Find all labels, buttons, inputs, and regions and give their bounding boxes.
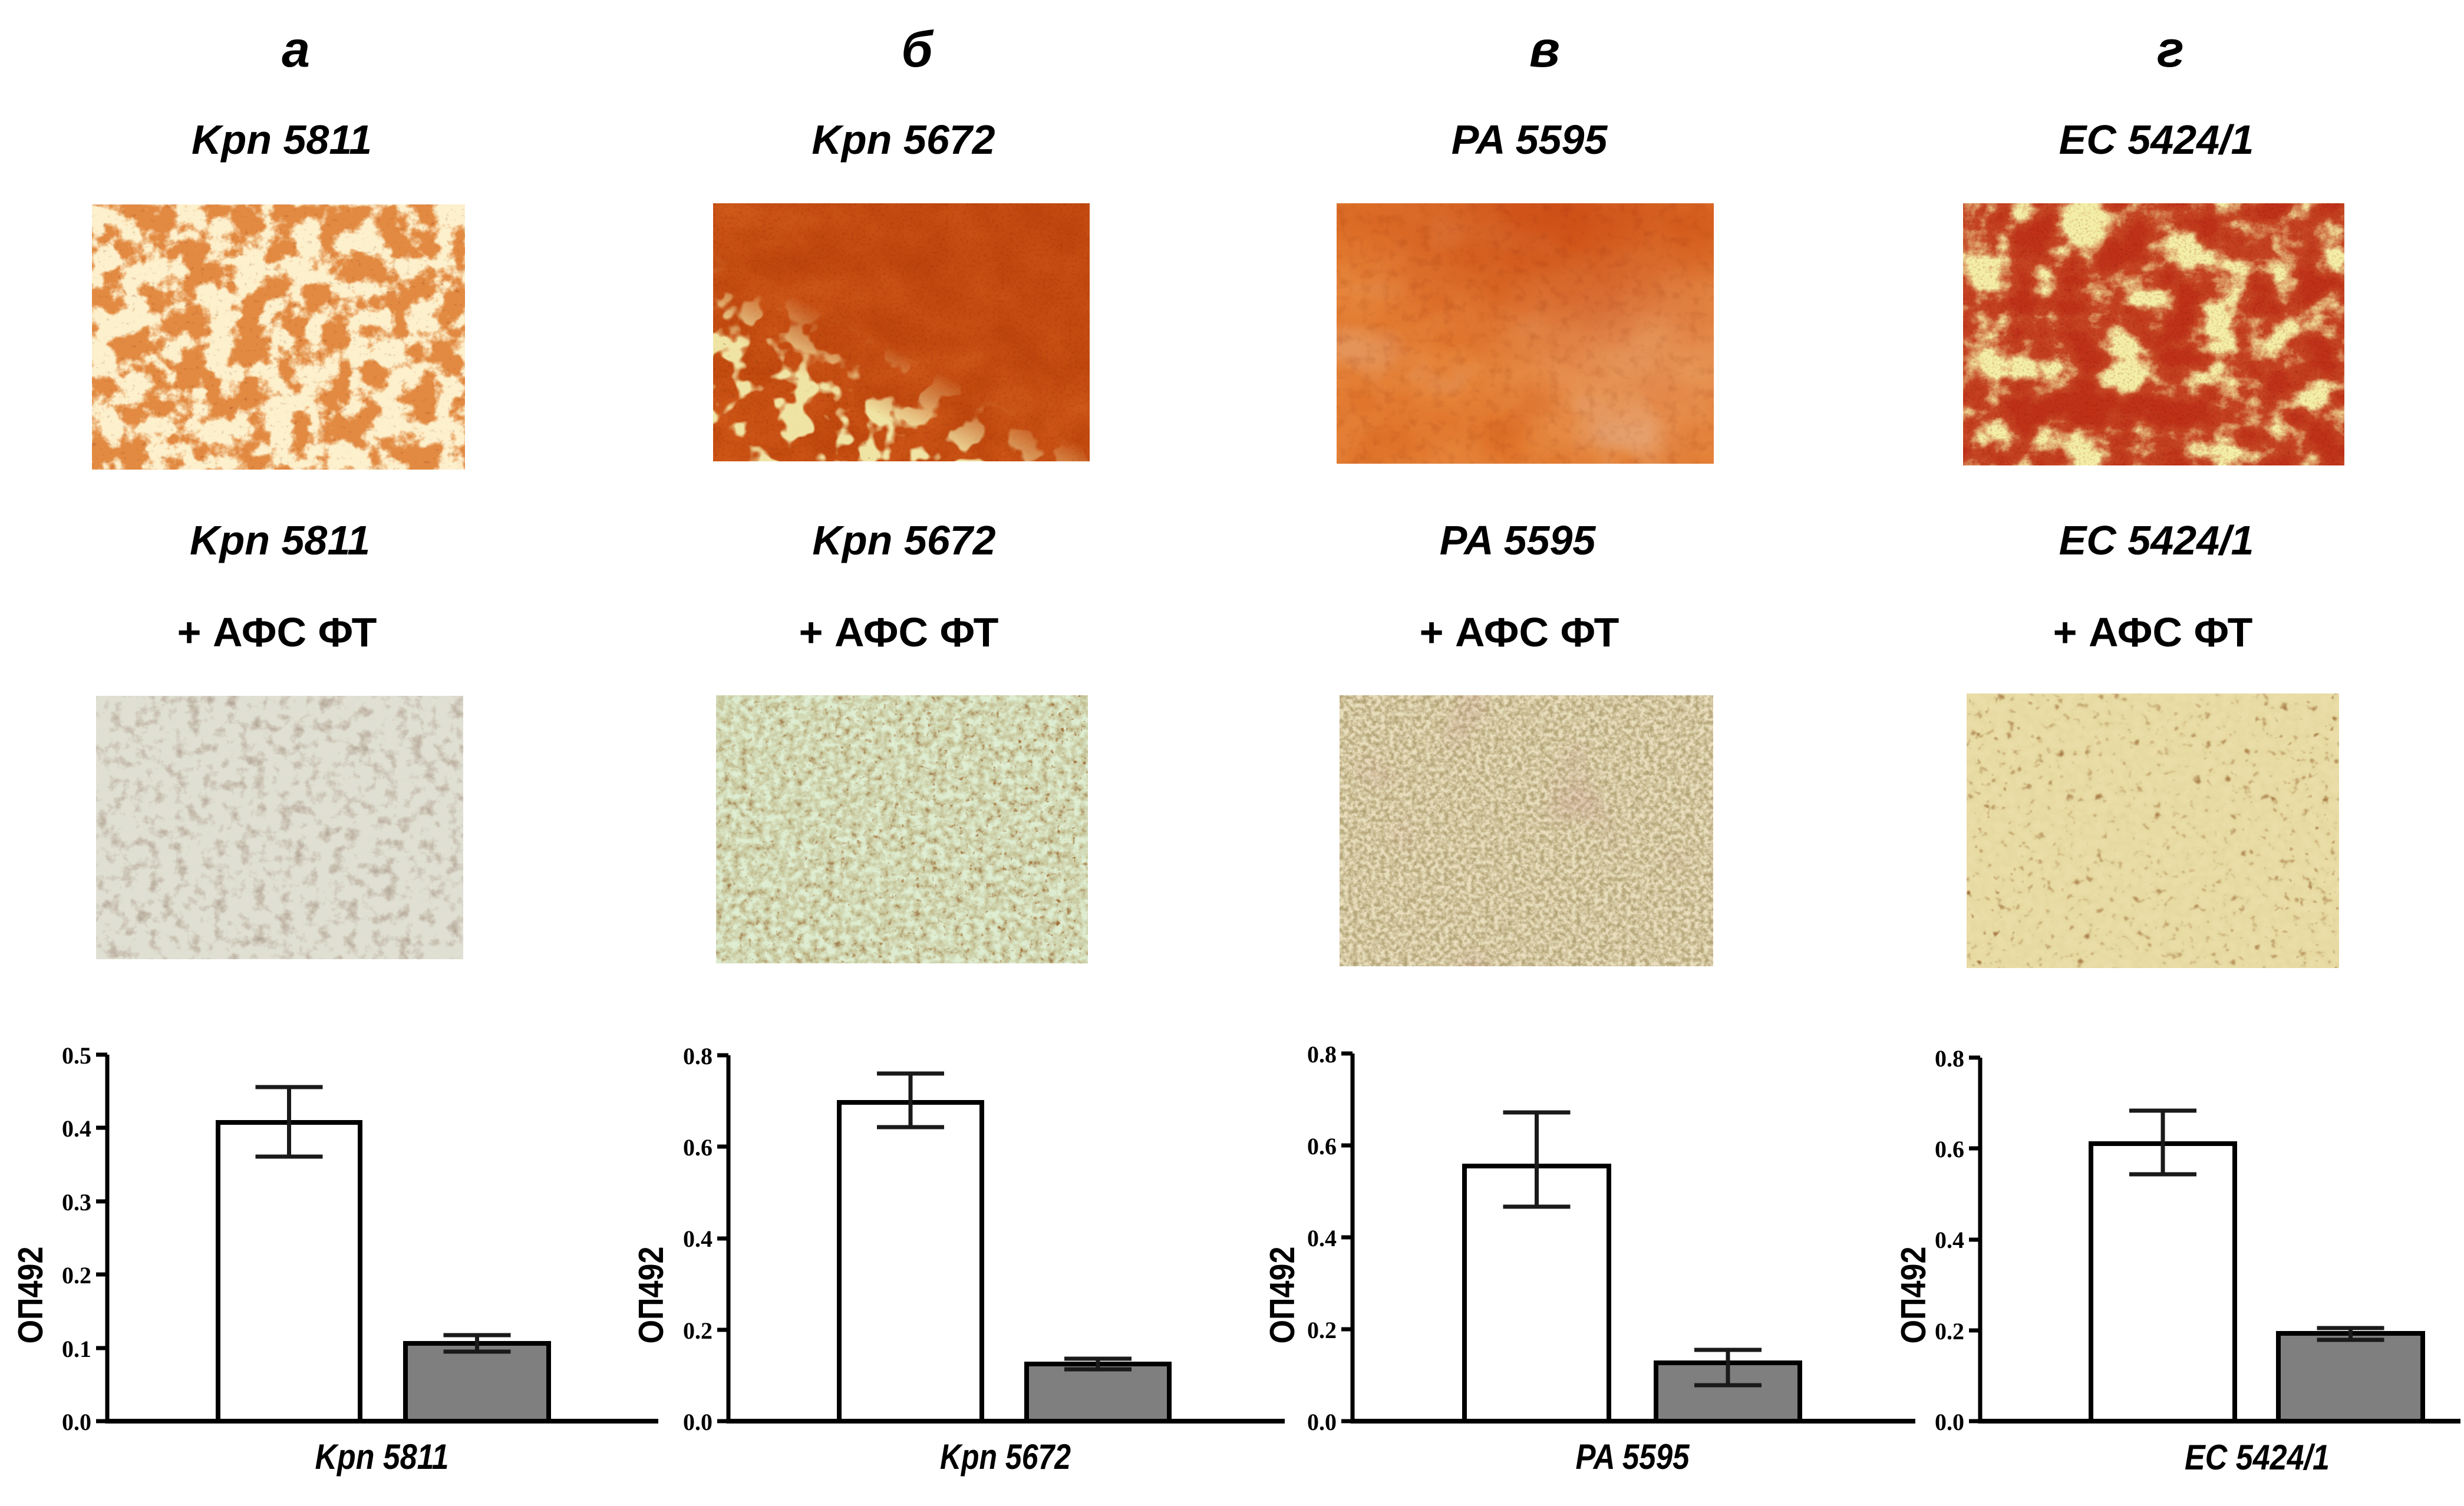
svg-text:0.6: 0.6	[683, 1134, 713, 1161]
svg-text:0.8: 0.8	[1935, 1045, 1964, 1072]
svg-text:0.8: 0.8	[1307, 1041, 1337, 1068]
svg-text:Kpn 5811: Kpn 5811	[315, 1437, 449, 1477]
svg-text:0.4: 0.4	[683, 1226, 713, 1252]
svg-text:0.2: 0.2	[683, 1317, 713, 1344]
svg-text:0.2: 0.2	[1307, 1317, 1337, 1343]
svg-text:0.6: 0.6	[1307, 1133, 1337, 1160]
svg-text:Kpn 5672: Kpn 5672	[940, 1437, 1071, 1477]
svg-text:0.2: 0.2	[1935, 1318, 1964, 1345]
svg-text:EC 5424/1: EC 5424/1	[2185, 1438, 2330, 1477]
svg-text:0.4: 0.4	[1307, 1225, 1337, 1251]
svg-text:ОП492: ОП492	[1894, 1247, 1933, 1344]
svg-text:0.4: 0.4	[1935, 1227, 1964, 1253]
svg-text:0.2: 0.2	[62, 1262, 91, 1289]
svg-text:0.4: 0.4	[62, 1115, 91, 1142]
svg-text:ОП492: ОП492	[632, 1247, 671, 1344]
svg-text:0.8: 0.8	[683, 1043, 713, 1069]
svg-text:0.5: 0.5	[62, 1042, 91, 1069]
svg-text:0.0: 0.0	[683, 1409, 713, 1435]
svg-text:0.0: 0.0	[1935, 1409, 1964, 1435]
svg-text:0.3: 0.3	[62, 1189, 91, 1216]
svg-text:PA 5595: PA 5595	[1576, 1437, 1690, 1477]
svg-text:ОП492: ОП492	[1263, 1247, 1302, 1344]
svg-text:0.0: 0.0	[1307, 1409, 1337, 1435]
svg-text:ОП492: ОП492	[11, 1247, 50, 1344]
svg-text:0.0: 0.0	[62, 1409, 91, 1435]
svg-text:0.6: 0.6	[1935, 1136, 1964, 1162]
svg-text:0.1: 0.1	[62, 1336, 91, 1362]
